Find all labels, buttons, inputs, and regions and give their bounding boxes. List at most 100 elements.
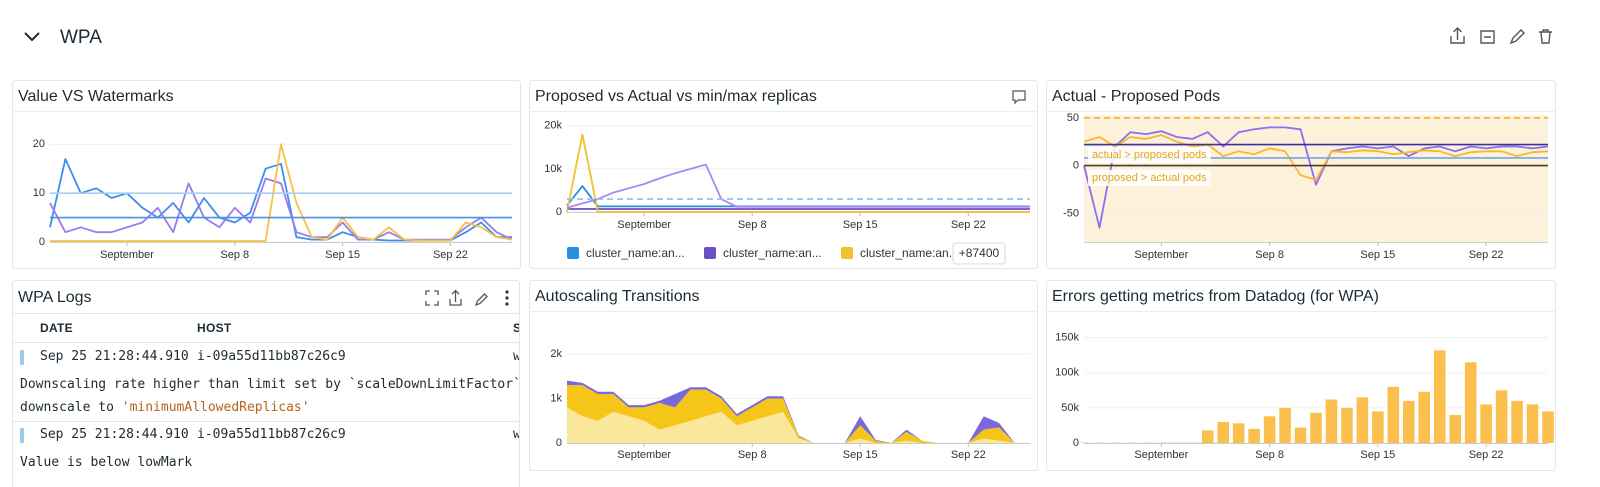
widget-frame	[529, 80, 1038, 269]
legend-more-box[interactable]	[952, 242, 1006, 265]
y-tick-label: 0	[1073, 160, 1079, 172]
x-tick-label: Sep 8	[1255, 449, 1284, 461]
bar	[1542, 411, 1554, 443]
y-tick-label: 50k	[1061, 402, 1079, 414]
widget-frame	[12, 80, 521, 269]
bar	[1387, 386, 1400, 443]
export-icon[interactable]	[1450, 27, 1465, 44]
series-line	[50, 143, 513, 242]
comment-icon[interactable]	[1012, 90, 1026, 105]
bar	[1201, 430, 1214, 443]
log-host[interactable]: i-09a55d11bb87c26c9	[197, 349, 346, 364]
y-tick-label: 1k	[550, 392, 562, 404]
bar	[1372, 411, 1384, 443]
group-title: WPA	[60, 27, 102, 48]
x-tick-label: Sep 22	[1469, 449, 1504, 461]
x-tick-label: Sep 15	[325, 249, 360, 261]
status-marker	[20, 350, 24, 365]
series-line	[1083, 126, 1549, 229]
x-tick-label: Sep 8	[220, 249, 249, 261]
stacked-area	[567, 407, 1030, 443]
column-header[interactable]: S	[513, 321, 519, 335]
log-message: Value is below lowMark	[20, 455, 193, 470]
y-tick-label: 20	[33, 138, 45, 150]
x-tick-label: September	[1134, 249, 1188, 261]
log-date[interactable]: Sep 25 21:28:44.910	[40, 427, 189, 442]
legend-swatch[interactable]	[704, 247, 716, 259]
x-tick-label: Sep 8	[1255, 249, 1284, 261]
y-tick-label: 100k	[1055, 367, 1079, 379]
bar	[1464, 362, 1477, 443]
y-tick-label: 2k	[550, 348, 562, 360]
bar	[1263, 416, 1276, 443]
stacked-area	[567, 380, 1030, 443]
legend-swatch[interactable]	[567, 247, 579, 259]
widget-title: Value VS Watermarks	[18, 88, 174, 105]
bar	[1325, 399, 1338, 443]
charts: Value VS Watermarks 0 10 20 September Sep 8 Se…	[12, 80, 1556, 471]
bar	[1310, 412, 1322, 443]
status-marker	[20, 428, 24, 443]
x-tick-label: Sep 22	[433, 249, 468, 261]
expand-icon[interactable]	[425, 290, 439, 306]
clone-icon[interactable]	[1480, 30, 1495, 44]
x-tick-label: September	[1134, 449, 1188, 461]
stacked-area	[567, 385, 1030, 443]
y-tick-label: 0	[1073, 437, 1079, 449]
bar	[1418, 391, 1431, 443]
log-message-text: downscale to	[20, 400, 114, 415]
x-tick-label: September	[100, 249, 154, 261]
log-host[interactable]: i-09a55d11bb87c26c9	[197, 427, 346, 442]
bar	[1232, 423, 1245, 443]
x-tick-label: September	[617, 219, 671, 231]
delete-icon[interactable]	[1539, 29, 1552, 44]
x-tick-label: Sep 15	[1360, 449, 1395, 461]
y-tick-label: 0	[39, 236, 45, 248]
group-actions	[1450, 27, 1552, 45]
bar	[1526, 404, 1539, 443]
legend-label[interactable]: cluster_name:an...	[860, 246, 959, 260]
widget-title: Actual - Proposed Pods	[1052, 88, 1220, 105]
bar	[1294, 427, 1307, 443]
y-tick-label: 10	[33, 187, 45, 199]
legend-more[interactable]: +87400	[959, 246, 1000, 260]
series-line	[1083, 134, 1549, 181]
y-tick-label: 50	[1067, 112, 1079, 124]
log-message-code: 'minimumAllowedReplicas'	[121, 400, 310, 415]
logs-widget: WPA Logs DATE HOST S Sep 25 21:28:44.910…	[12, 280, 520, 487]
bar	[1449, 414, 1461, 443]
widget-title: Errors getting metrics from Datadog (for…	[1052, 288, 1379, 305]
y-tick-label: 10k	[544, 163, 562, 175]
column-header[interactable]: DATE	[40, 321, 73, 335]
legend-label[interactable]: cluster_name:an...	[586, 246, 685, 260]
column-header[interactable]: HOST	[197, 321, 232, 335]
export-icon[interactable]	[449, 289, 462, 306]
legend-label[interactable]: cluster_name:an...	[723, 246, 822, 260]
widget-title: Autoscaling Transitions	[535, 288, 700, 305]
bar	[1248, 428, 1260, 443]
x-tick-label: Sep 15	[1360, 249, 1395, 261]
edit-icon[interactable]	[474, 293, 488, 307]
x-tick-label: Sep 8	[738, 219, 767, 231]
widget-actions	[425, 289, 509, 307]
annotation-background	[1088, 147, 1211, 163]
collapse-chevron[interactable]	[24, 32, 40, 42]
x-tick-label: Sep 8	[738, 449, 767, 461]
series-line	[566, 163, 1030, 209]
legend-swatch[interactable]	[841, 247, 853, 259]
log-service[interactable]: w	[513, 427, 519, 442]
bar	[1480, 404, 1492, 443]
bar	[1217, 421, 1229, 443]
y-tick-label: 150k	[1055, 332, 1079, 344]
bar	[1279, 407, 1291, 443]
log-service[interactable]: w	[513, 349, 519, 364]
edit-icon[interactable]	[1509, 29, 1525, 45]
annotation: proposed > actual pods	[1092, 172, 1207, 184]
log-date[interactable]: Sep 25 21:28:44.910	[40, 349, 189, 364]
widget-title: WPA Logs	[18, 289, 92, 306]
bar	[1341, 407, 1353, 443]
log-message: Downscaling rate higher than limit set b…	[20, 377, 520, 392]
bar	[1433, 350, 1446, 443]
annotation: actual > proposed pods	[1092, 149, 1207, 161]
